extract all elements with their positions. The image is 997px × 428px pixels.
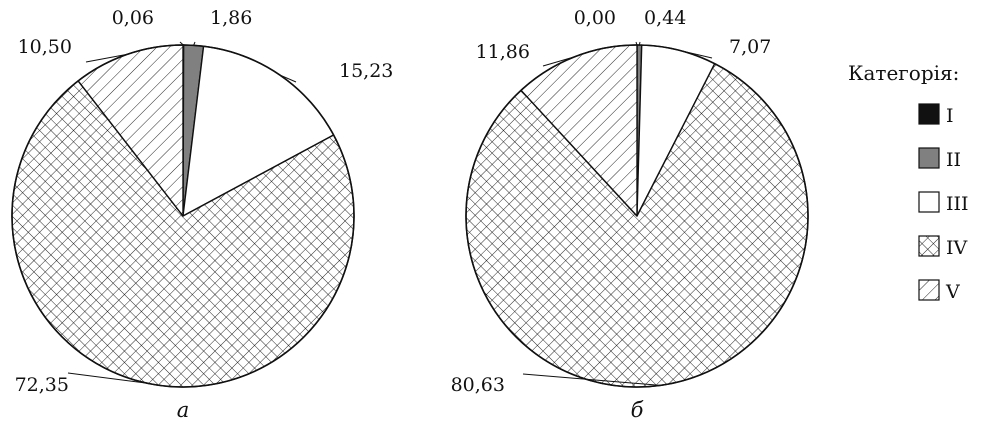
- leader-line: [67, 372, 148, 384]
- data-label: 15,23: [339, 60, 393, 82]
- legend-swatch-iii: [918, 191, 940, 213]
- legend-label-iii: III: [946, 193, 969, 215]
- data-label: 72,35: [15, 374, 69, 396]
- data-label: 7,07: [729, 36, 771, 58]
- legend-swatch-v: [918, 279, 940, 301]
- data-label: 11,86: [476, 41, 530, 63]
- legend-label-i: I: [946, 105, 954, 127]
- pie-chart-b: 0,00 0,44 7,07 80,63 11,86: [451, 7, 809, 396]
- pie-chart-a: 0,06 1,86 15,23 72,35 10,50: [11, 7, 393, 396]
- legend-swatch-ii: [918, 147, 940, 169]
- pie-outline: [11, 44, 355, 388]
- pie-outline: [465, 44, 809, 388]
- legend-label-iv: IV: [946, 237, 968, 259]
- leader-line: [85, 53, 128, 63]
- legend-swatch-i: [918, 103, 940, 125]
- data-label: 0,06: [112, 7, 154, 29]
- legend-swatch-iv: [918, 235, 940, 257]
- legend-label-v: V: [945, 281, 960, 303]
- legend-label-ii: II: [946, 149, 961, 171]
- leader-line: [522, 373, 661, 386]
- chart-a-caption: а: [177, 398, 190, 422]
- data-label: 80,63: [451, 374, 505, 396]
- data-label: 10,50: [18, 36, 72, 58]
- data-label: 0,00: [574, 7, 616, 29]
- data-label: 1,86: [210, 7, 252, 29]
- chart-b-caption: б: [631, 398, 644, 422]
- data-label: 0,44: [644, 7, 686, 29]
- legend-title: Категорія:: [848, 61, 959, 85]
